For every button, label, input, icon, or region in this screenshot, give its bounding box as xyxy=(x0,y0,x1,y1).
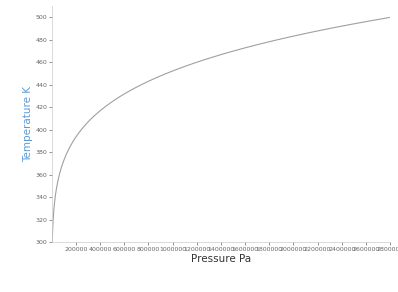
X-axis label: Pressure Pa: Pressure Pa xyxy=(191,254,251,264)
Y-axis label: Temperature K: Temperature K xyxy=(23,86,33,162)
